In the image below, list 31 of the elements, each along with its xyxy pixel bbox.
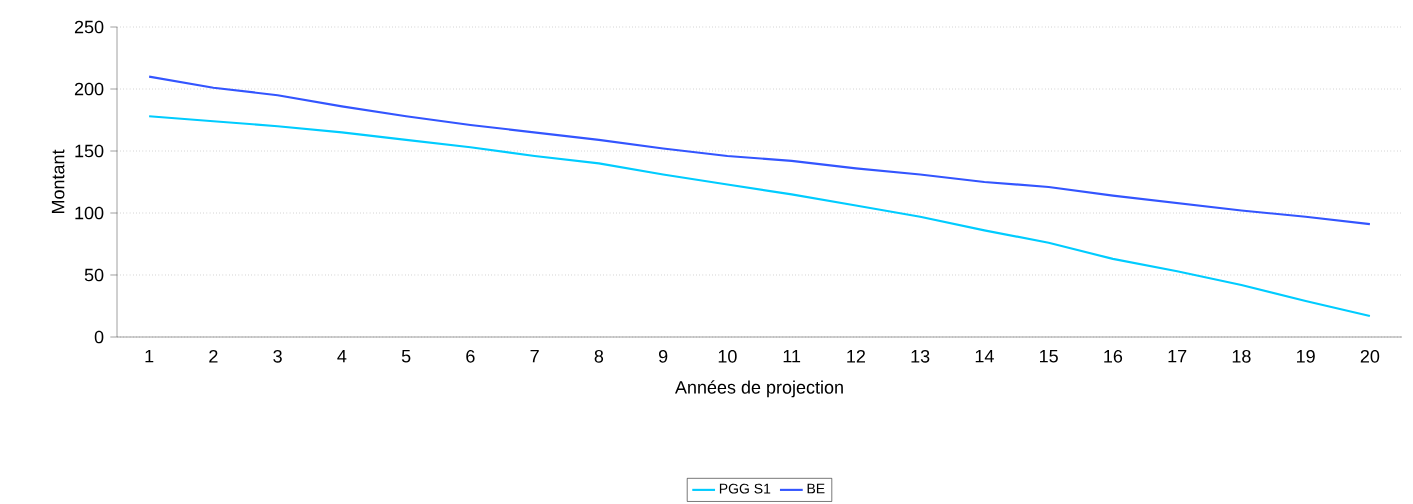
x-tick-label: 8 [594,349,604,363]
x-axis-title: Années de projection [674,380,843,398]
y-tick-label: 250 [74,20,104,34]
x-tick-label: 15 [1040,349,1058,363]
x-tick-label: 12 [847,349,865,363]
x-tick-label: 14 [975,349,994,363]
x-tick-label: 19 [1297,349,1315,363]
x-tick-label: 18 [1232,349,1251,363]
legend-label: PGG S1 [719,483,771,494]
x-tick-label: 2 [209,349,218,363]
x-tick-label: 6 [466,349,475,363]
legend-label: BE [807,483,825,494]
x-tick-label: 4 [337,349,347,363]
y-tick-label: 200 [74,82,104,96]
x-tick-label: 11 [783,349,801,363]
line-series [148,115,1371,317]
x-tick-label: 17 [1168,349,1187,363]
x-tick-label: 13 [911,349,930,363]
y-tick-label: 0 [94,330,104,344]
y-tick-label: 100 [75,206,104,220]
x-tick-label: 3 [273,349,282,363]
y-tick-label: 50 [84,268,104,282]
x-tick-label: 7 [530,349,539,363]
y-tick-label: 150 [75,144,104,158]
x-tick-label: 1 [145,349,154,363]
x-tick-label: 9 [658,349,668,363]
x-tick-label: 5 [401,349,411,363]
x-tick-label: 10 [718,349,737,363]
x-tick-label: 16 [1104,349,1123,363]
y-axis-title: Montant [51,149,65,214]
x-tick-label: 20 [1360,349,1380,363]
